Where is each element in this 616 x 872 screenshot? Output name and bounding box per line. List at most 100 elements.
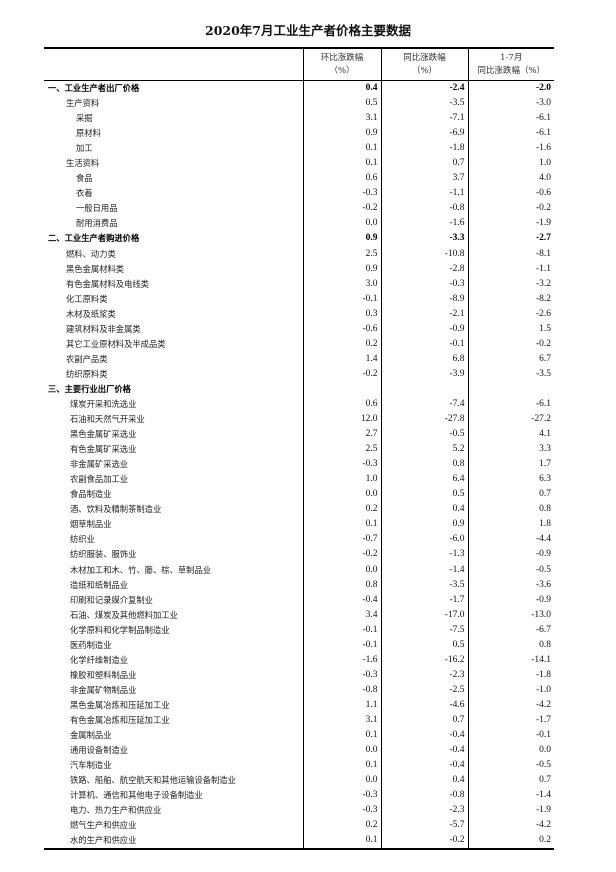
yoy-value: -6.0 bbox=[380, 532, 468, 548]
ytd-value: -6.1 bbox=[467, 126, 554, 142]
ytd-value: 1.5 bbox=[467, 321, 554, 337]
row-label: 燃气生产和供应业 bbox=[70, 820, 137, 831]
yoy-value: 6.8 bbox=[380, 351, 468, 367]
yoy-value: -27.8 bbox=[380, 412, 468, 428]
ytd-value: -27.2 bbox=[467, 412, 554, 428]
yoy-value bbox=[380, 381, 468, 397]
mom-value: 0.0 bbox=[302, 773, 381, 789]
row-label: 纺织原料类 bbox=[66, 368, 108, 379]
yoy-value: 0.5 bbox=[380, 487, 468, 503]
mom-value: 12.0 bbox=[302, 412, 381, 428]
table-row: 燃料、动力类 2.5 -10.8 -8.1 bbox=[44, 246, 554, 262]
table-row: 通用设备制造业 0.0 -0.4 0.0 bbox=[44, 743, 554, 759]
header-yoy: 同比涨跌幅 （%） bbox=[380, 49, 468, 81]
yoy-value: -0.4 bbox=[380, 728, 468, 744]
yoy-value: -7.5 bbox=[380, 622, 468, 638]
ytd-value: -1.9 bbox=[467, 803, 554, 819]
row-label: 酒、饮料及精制茶制造业 bbox=[70, 504, 162, 515]
ytd-value: 4.1 bbox=[467, 427, 554, 443]
yoy-value: -0.4 bbox=[380, 758, 468, 774]
mom-value: 0.3 bbox=[302, 306, 381, 322]
ytd-value: 3.3 bbox=[467, 442, 554, 458]
row-label: 石油、煤炭及其他燃料加工业 bbox=[70, 609, 178, 620]
mom-value: -0.2 bbox=[302, 201, 381, 217]
row-label: 计算机、通信和其他电子设备制造业 bbox=[70, 790, 203, 801]
mom-value: 0.1 bbox=[302, 758, 381, 774]
row-label: 通用设备制造业 bbox=[70, 745, 129, 756]
mom-value: 0.1 bbox=[302, 517, 381, 533]
ytd-value: -1.7 bbox=[467, 712, 554, 729]
mom-value: 0.5 bbox=[302, 96, 381, 112]
ytd-value: -2.7 bbox=[467, 231, 554, 247]
table-row: 采掘 3.1 -7.1 -6.1 bbox=[44, 111, 554, 127]
row-label: 石油和天然气开采业 bbox=[70, 414, 145, 425]
mom-value: 0.2 bbox=[302, 502, 381, 518]
mom-value: 0.9 bbox=[302, 231, 381, 247]
ytd-value: -2.6 bbox=[467, 306, 554, 322]
mom-value: 0.6 bbox=[302, 396, 381, 413]
row-label: 造纸和纸制品业 bbox=[70, 579, 129, 590]
row-label: 非金属矿采选业 bbox=[70, 459, 129, 470]
yoy-value: -2.1 bbox=[380, 306, 468, 322]
mom-value: 3.1 bbox=[302, 712, 381, 729]
mom-value: 0.1 bbox=[302, 728, 381, 744]
mom-value: -0.3 bbox=[302, 788, 381, 804]
row-label: 有色金属矿采选业 bbox=[70, 444, 137, 455]
mom-value: 0.1 bbox=[302, 156, 381, 172]
mom-value: 0.9 bbox=[302, 126, 381, 142]
ytd-value: -1.0 bbox=[467, 682, 554, 698]
table-row: 农副食品加工业 1.0 6.4 6.3 bbox=[44, 472, 554, 488]
ytd-value: -8.2 bbox=[467, 291, 554, 307]
header-ytd: 1-7月 同比涨跌幅（%） bbox=[467, 49, 554, 81]
row-label: 有色金属材料及电线类 bbox=[66, 278, 149, 289]
ytd-value: -1.6 bbox=[467, 141, 554, 157]
table-row: 非金属矿采选业 -0.3 0.8 1.7 bbox=[44, 457, 554, 473]
yoy-value: -2.3 bbox=[380, 667, 468, 683]
yoy-value: -0.5 bbox=[380, 427, 468, 443]
table-row: 其它工业原材料及半成品类 0.2 -0.1 -0.2 bbox=[44, 336, 554, 352]
ytd-value: 1.7 bbox=[467, 457, 554, 473]
mom-value: 3.0 bbox=[302, 276, 381, 292]
row-label: 汽车制造业 bbox=[70, 760, 112, 771]
table-row: 烟草制品业 0.1 0.9 1.8 bbox=[44, 517, 554, 533]
table-row: 耐用消费品 0.0 -1.6 -1.9 bbox=[44, 216, 554, 232]
ytd-value: -13.0 bbox=[467, 607, 554, 623]
row-label: 农副食品加工业 bbox=[70, 474, 129, 485]
row-label: 黑色金属矿采选业 bbox=[70, 429, 137, 440]
table-row: 生产资料 0.5 -3.5 -3.0 bbox=[44, 96, 554, 112]
ytd-value: 6.3 bbox=[467, 472, 554, 488]
ytd-value: -3.2 bbox=[467, 276, 554, 292]
mom-value: -0.6 bbox=[302, 321, 381, 337]
table-row: 有色金属材料及电线类 3.0 -0.3 -3.2 bbox=[44, 276, 554, 292]
yoy-value: -2.5 bbox=[380, 682, 468, 698]
yoy-value: -2.3 bbox=[380, 803, 468, 819]
yoy-value: 6.4 bbox=[380, 472, 468, 488]
header-ytd-line2: 同比涨跌幅（%） bbox=[477, 65, 546, 76]
yoy-value: -16.2 bbox=[380, 652, 468, 668]
yoy-value: -2.8 bbox=[380, 261, 468, 277]
row-label: 煤炭开采和洗选业 bbox=[70, 399, 137, 409]
row-label: 医药制造业 bbox=[70, 639, 112, 650]
table-row: 汽车制造业 0.1 -0.4 -0.5 bbox=[44, 758, 554, 774]
mom-value: -0.3 bbox=[302, 457, 381, 473]
yoy-value: -1.7 bbox=[380, 592, 468, 608]
yoy-value: -7.4 bbox=[380, 396, 468, 413]
table-row: 加工 0.1 -1.8 -1.6 bbox=[44, 141, 554, 157]
row-label: 三、主要行业出厂价格 bbox=[48, 383, 131, 394]
mom-value: 0.4 bbox=[302, 80, 381, 97]
mom-value: 2.5 bbox=[302, 246, 381, 262]
ytd-value: -8.1 bbox=[467, 246, 554, 262]
mom-value: 0.2 bbox=[302, 336, 381, 352]
row-label: 食品制造业 bbox=[70, 489, 112, 500]
row-label: 橡胶和塑料制品业 bbox=[70, 669, 137, 680]
row-label: 采掘 bbox=[76, 113, 93, 124]
ytd-value: -6.1 bbox=[467, 111, 554, 127]
table-row: 橡胶和塑料制品业 -0.3 -2.3 -1.8 bbox=[44, 667, 554, 683]
yoy-value: 0.4 bbox=[380, 773, 468, 789]
mom-value: 0.6 bbox=[302, 171, 381, 187]
header-yoy-line2: （%） bbox=[411, 65, 438, 76]
mom-value: 0.1 bbox=[302, 141, 381, 157]
table-header-row: 环比涨跌幅 （%） 同比涨跌幅 （%） 1-7月 同比涨跌幅（%） bbox=[44, 49, 554, 81]
mom-value: 0.2 bbox=[302, 818, 381, 834]
mom-value: -0.1 bbox=[302, 637, 381, 653]
